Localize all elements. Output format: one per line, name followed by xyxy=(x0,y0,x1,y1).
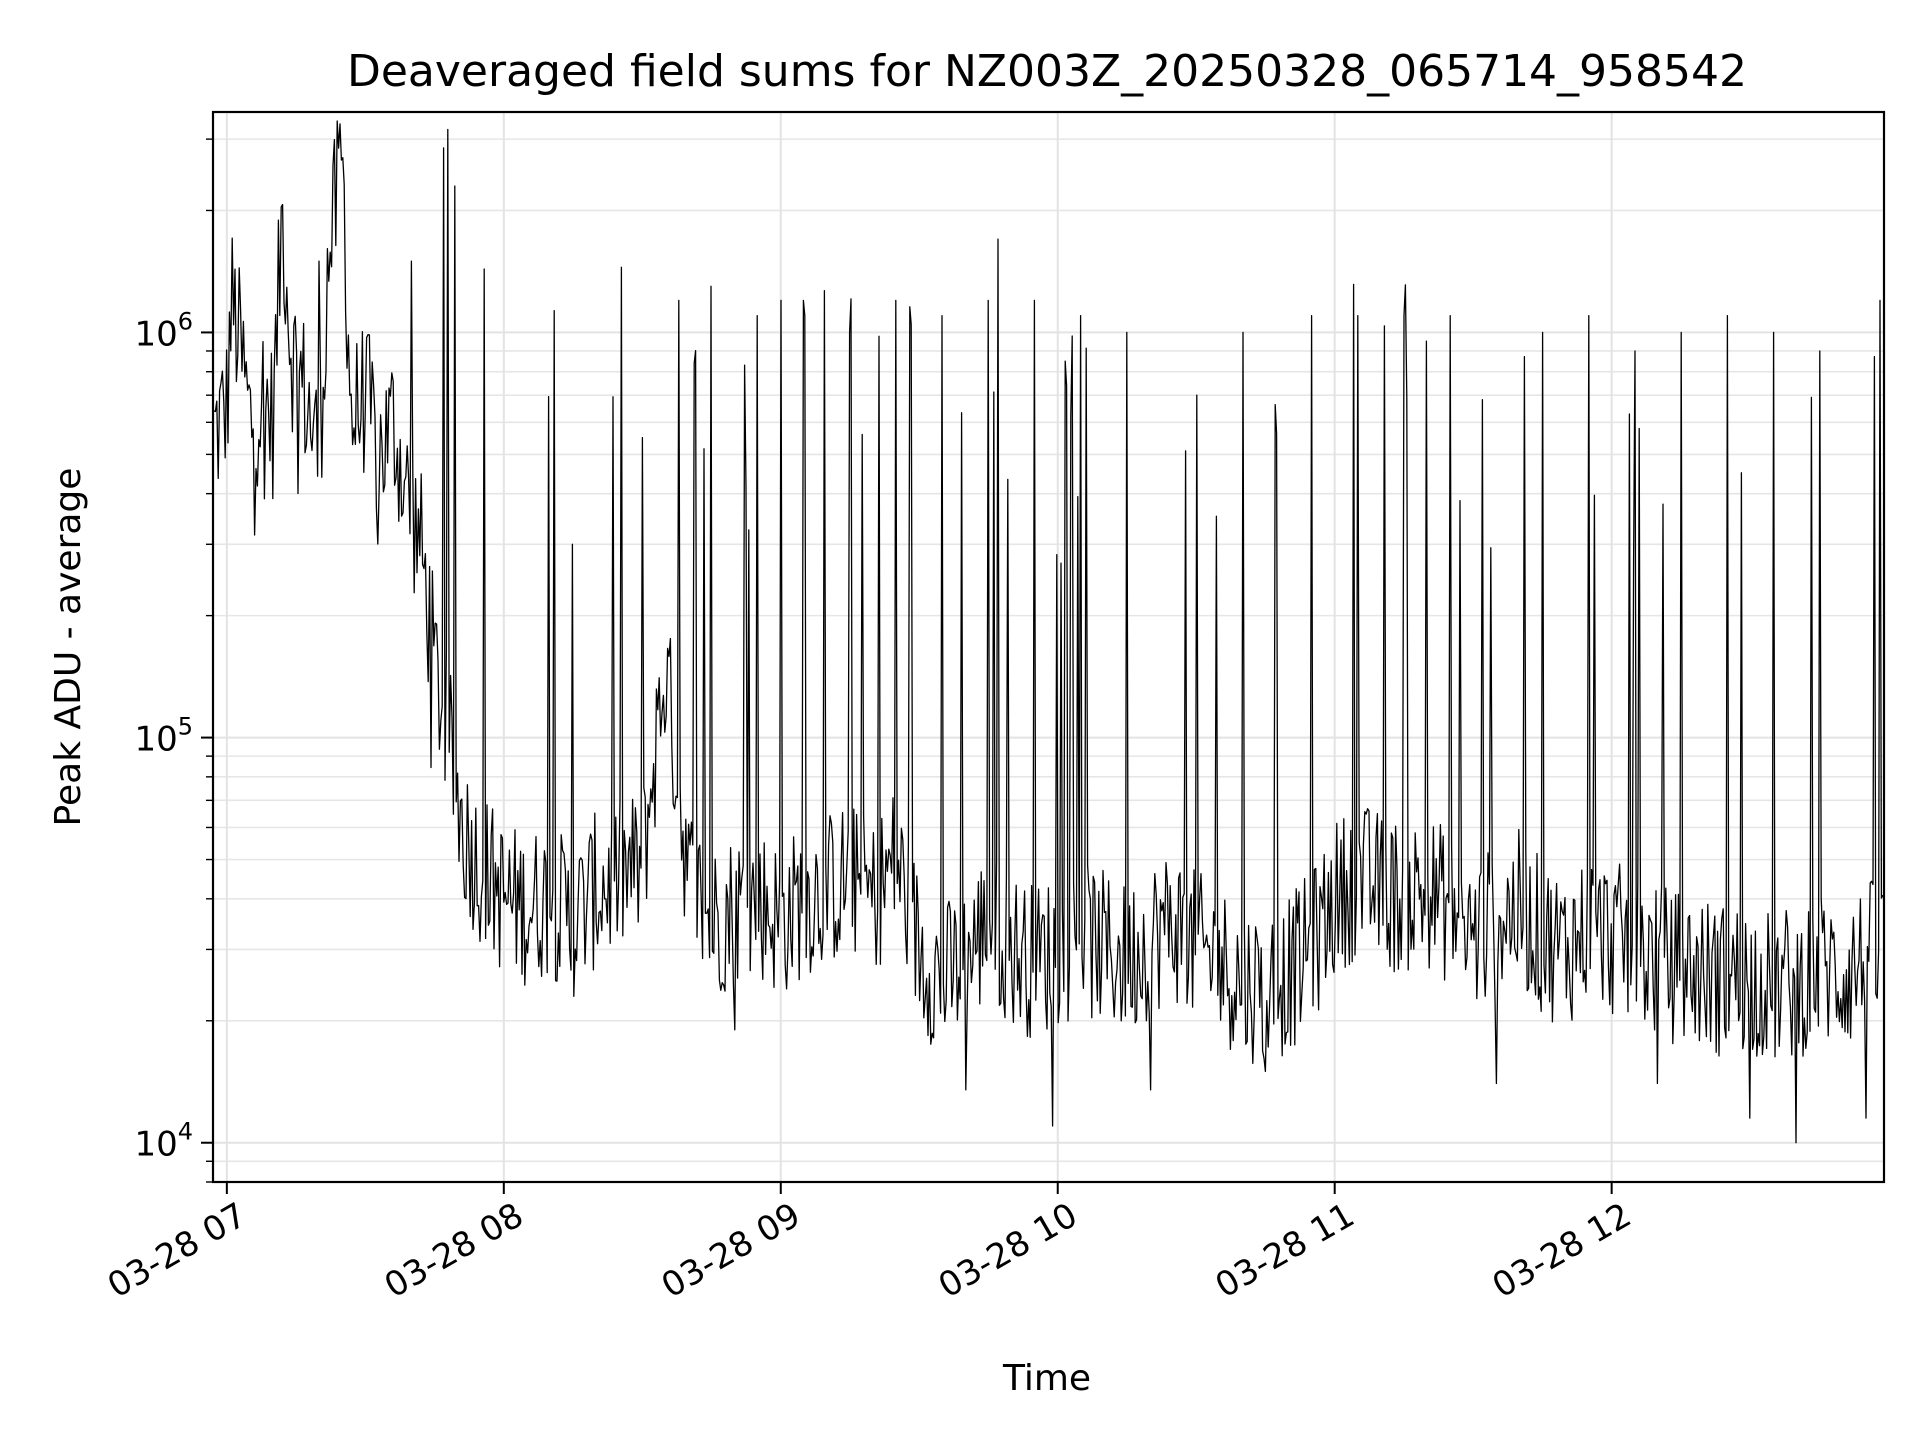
x-tick-label: 03-28 07 xyxy=(101,1195,253,1306)
x-tick-label: 03-28 09 xyxy=(655,1195,807,1306)
chart-title: Deaveraged field sums for NZ003Z_2025032… xyxy=(347,46,1747,97)
x-axis-label: Time xyxy=(1002,1358,1091,1399)
y-axis-label: Peak ADU - average xyxy=(48,468,89,827)
y-tick-label: 104 xyxy=(134,1118,193,1165)
y-axis: 104 105 106 xyxy=(134,138,213,1183)
grid-lines xyxy=(213,112,1884,1183)
series-line xyxy=(213,120,1884,1144)
x-tick-label: 03-28 08 xyxy=(378,1195,530,1306)
y-tick-label: 105 xyxy=(134,713,193,760)
x-tick-label: 03-28 12 xyxy=(1486,1195,1638,1306)
x-tick-label: 03-28 11 xyxy=(1209,1195,1361,1306)
x-axis: 03-28 07 03-28 08 03-28 09 03-28 10 03-28 11… xyxy=(101,1182,1638,1306)
x-tick-label: 03-28 10 xyxy=(932,1195,1084,1306)
plot-frame xyxy=(211,110,1886,1184)
plot-area xyxy=(213,120,1884,1144)
y-tick-label: 106 xyxy=(134,307,193,354)
